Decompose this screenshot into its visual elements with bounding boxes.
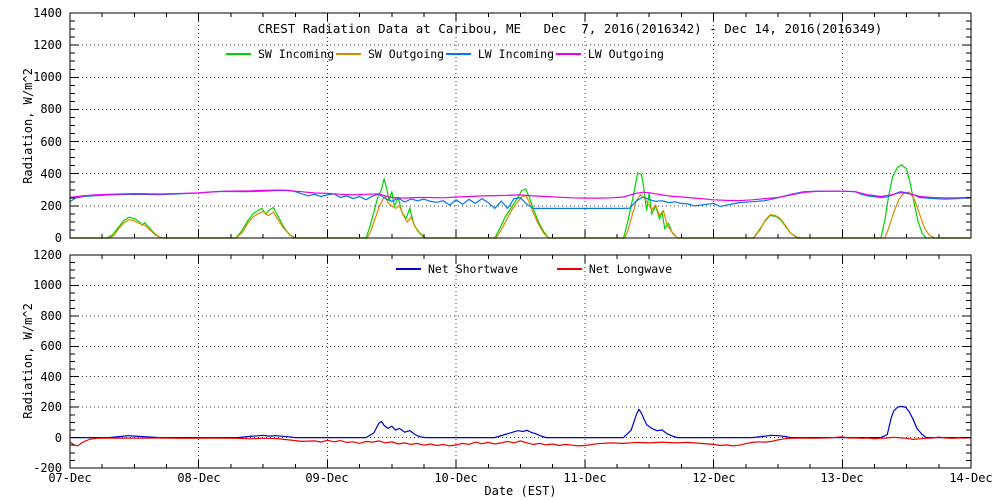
- legend-label: SW Incoming: [258, 47, 335, 61]
- x-tick-label: 09-Dec: [305, 471, 349, 485]
- legend-line-sample: [396, 268, 421, 270]
- series-net-shortwave: [70, 405, 971, 439]
- x-tick-label: 10-Dec: [434, 471, 478, 485]
- legend-entry: SW Incoming: [226, 47, 334, 61]
- legend-top-panel: SW Incoming SW Outgoing LW Incoming LW Outg…: [226, 47, 664, 61]
- y-tick-label: 400: [40, 370, 62, 384]
- y-tick-label: 800: [40, 309, 62, 323]
- legend-label: Net Shortwave: [428, 262, 519, 276]
- y-tick-label: 1400: [33, 6, 62, 20]
- y-tick-label: 200: [40, 400, 62, 414]
- y-tick-label: 600: [40, 339, 62, 353]
- legend-label: LW Outgoing: [587, 47, 664, 61]
- legend-line-sample: [556, 268, 582, 270]
- series-sw-outgoing: [70, 191, 971, 239]
- y-tick-label: 1200: [33, 248, 62, 262]
- legend-entry: Net Longwave: [556, 262, 672, 276]
- legend-entry: Net Shortwave: [396, 262, 518, 276]
- legend-label: Net Longwave: [588, 262, 672, 276]
- x-tick-label: 11-Dec: [563, 471, 607, 485]
- x-tick-label: 07-Dec: [48, 471, 92, 485]
- panel-frame: [69, 254, 972, 469]
- y-tick-label: 800: [40, 102, 62, 116]
- y-axis-label-bottom: Radiation, W/m^2: [21, 303, 35, 419]
- legend-bottom-panel: Net Shortwave Net Longwave: [396, 262, 672, 276]
- legend-label: LW Incoming: [477, 47, 555, 61]
- series-net-longwave: [69, 436, 972, 447]
- x-tick-label: 08-Dec: [177, 471, 221, 485]
- y-tick-label: 0: [54, 231, 62, 245]
- y-tick-label: 200: [40, 199, 62, 213]
- y-tick-label: 1000: [33, 70, 62, 84]
- y-tick-label: 1200: [33, 38, 62, 52]
- legend-line-sample: [226, 53, 251, 55]
- y-tick-label: 1000: [33, 278, 62, 292]
- legend-line-sample: [555, 53, 581, 55]
- x-tick-label: 12-Dec: [692, 471, 736, 485]
- x-tick-label: 13-Dec: [820, 471, 864, 485]
- legend-entry: SW Outgoing: [335, 47, 445, 61]
- chart-title: CREST Radiation Data at Caribou, ME Dec …: [257, 21, 883, 36]
- series-lw-outgoing: [69, 189, 972, 202]
- legend-line-sample: [335, 53, 361, 55]
- x-tick-label: 14-Dec: [949, 471, 993, 485]
- series-sw-incoming: [70, 164, 971, 239]
- legend-line-sample: [445, 53, 471, 55]
- y-tick-label: -200: [33, 461, 62, 475]
- legend-entry: LW Incoming: [445, 47, 555, 61]
- legend-entry: LW Outgoing: [555, 47, 664, 61]
- y-tick-label: 0: [54, 431, 62, 445]
- legend-label: SW Outgoing: [367, 47, 445, 61]
- x-axis-label: Date (EST): [484, 484, 557, 498]
- y-tick-label: 600: [40, 135, 62, 149]
- y-tick-label: 400: [40, 167, 62, 181]
